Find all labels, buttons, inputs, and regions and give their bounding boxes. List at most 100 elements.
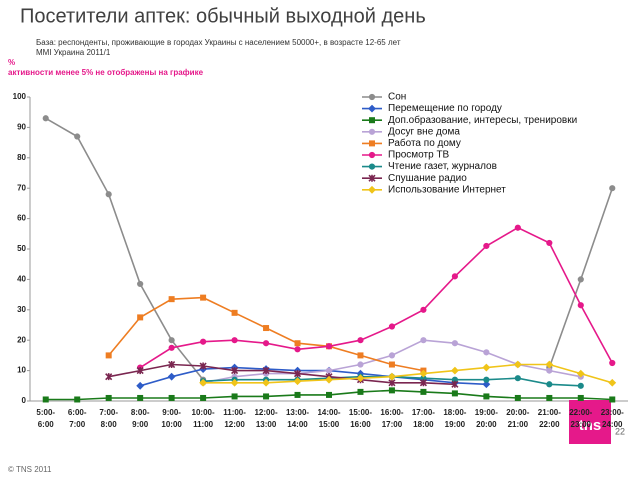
data-point — [483, 349, 490, 356]
legend-label: Доп.образование, интересы, тренировки — [388, 114, 577, 126]
x-tick-label: 10:00-11:00 — [192, 408, 215, 429]
data-point — [74, 133, 81, 140]
data-point — [105, 191, 112, 198]
legend-label: Просмотр ТВ — [388, 150, 450, 161]
data-point — [325, 375, 333, 384]
data-point — [546, 394, 553, 401]
y-tick-label: 100 — [13, 92, 27, 101]
data-point — [357, 388, 364, 395]
x-tick-label: 8:00-9:00 — [131, 408, 150, 429]
data-point — [577, 382, 584, 389]
data-point — [263, 325, 270, 332]
y-tick-label: 80 — [17, 153, 26, 162]
y-tick-label: 50 — [17, 244, 26, 253]
data-point — [42, 115, 49, 122]
x-tick-label: 22:00-23:00 — [569, 408, 592, 429]
x-tick-label: 7:00-8:00 — [99, 408, 118, 429]
y-tick-label: 0 — [22, 396, 27, 405]
data-point — [388, 372, 396, 381]
data-point — [577, 394, 584, 401]
data-point — [420, 337, 427, 344]
copyright: © TNS 2011 — [8, 465, 52, 474]
legend-marker — [368, 185, 376, 194]
series-line — [45, 117, 614, 381]
data-point — [231, 393, 238, 400]
data-point — [420, 388, 427, 395]
series-line — [203, 363, 613, 384]
data-point — [357, 337, 364, 344]
data-point — [137, 394, 144, 401]
data-point — [137, 280, 144, 288]
data-point — [609, 359, 616, 367]
data-point — [482, 363, 491, 372]
data-point — [136, 367, 144, 375]
legend-label: Перемещение по городу — [388, 103, 502, 114]
data-point — [420, 306, 427, 313]
data-point — [356, 374, 365, 383]
data-point — [325, 367, 333, 374]
legend-label: Использование Интернет — [388, 184, 506, 195]
data-point — [609, 396, 616, 403]
x-tick-label: 13:00-14:00 — [286, 408, 309, 429]
data-point — [577, 302, 584, 309]
data-point — [450, 366, 459, 375]
data-point — [483, 376, 490, 383]
y-tick-label: 60 — [17, 214, 26, 223]
data-point — [262, 340, 270, 347]
data-point — [326, 391, 332, 398]
data-point — [294, 340, 301, 347]
series-line — [108, 363, 455, 386]
data-point — [388, 387, 395, 394]
data-point — [294, 346, 301, 353]
logo-box — [569, 400, 611, 444]
data-point — [325, 343, 333, 350]
x-tick-label: 6:00-7:00 — [68, 408, 87, 429]
series-line — [139, 366, 487, 387]
data-point — [263, 393, 270, 400]
data-point — [388, 361, 395, 368]
data-point — [608, 378, 617, 387]
data-point — [482, 380, 491, 389]
x-tick-label: 9:00-10:00 — [161, 408, 182, 429]
legend-marker — [368, 104, 376, 113]
note: активности менее 5% не отображены на гра… — [8, 68, 204, 77]
data-point — [105, 352, 112, 359]
data-point — [105, 373, 113, 381]
x-tick-label: 18:00-19:00 — [443, 408, 466, 429]
logo: tns — [579, 417, 602, 434]
legend-marker — [368, 174, 376, 182]
legend-marker — [368, 151, 376, 159]
x-tick-label: 17:00-18:00 — [412, 408, 435, 429]
data-point — [514, 224, 521, 231]
data-point — [419, 369, 428, 378]
data-point — [514, 375, 521, 382]
data-point — [357, 352, 364, 359]
data-point — [199, 362, 207, 370]
y-tick-label: 20 — [17, 335, 26, 344]
data-point — [231, 309, 238, 316]
data-point — [262, 378, 270, 387]
x-tick-label: 21:00-22:00 — [538, 408, 561, 429]
data-point — [200, 394, 207, 401]
data-point — [168, 394, 175, 401]
data-point — [231, 367, 239, 375]
x-tick-label: 5:00-6:00 — [36, 408, 55, 429]
data-point — [168, 337, 175, 344]
data-point — [514, 394, 521, 401]
data-point — [576, 369, 585, 378]
data-point — [168, 296, 175, 303]
data-point — [199, 378, 208, 387]
x-tick-label: 16:00-17:00 — [380, 408, 403, 429]
y-label: % — [8, 58, 15, 67]
legend-marker — [368, 163, 376, 170]
data-point — [200, 338, 207, 345]
data-point — [357, 361, 364, 368]
page-number: 22 — [615, 426, 625, 436]
data-point — [545, 360, 554, 369]
legend-marker — [368, 93, 376, 101]
series-line — [139, 226, 614, 369]
data-point — [167, 372, 176, 381]
x-tick-label: 12:00-13:00 — [254, 408, 277, 429]
data-point — [451, 380, 459, 388]
